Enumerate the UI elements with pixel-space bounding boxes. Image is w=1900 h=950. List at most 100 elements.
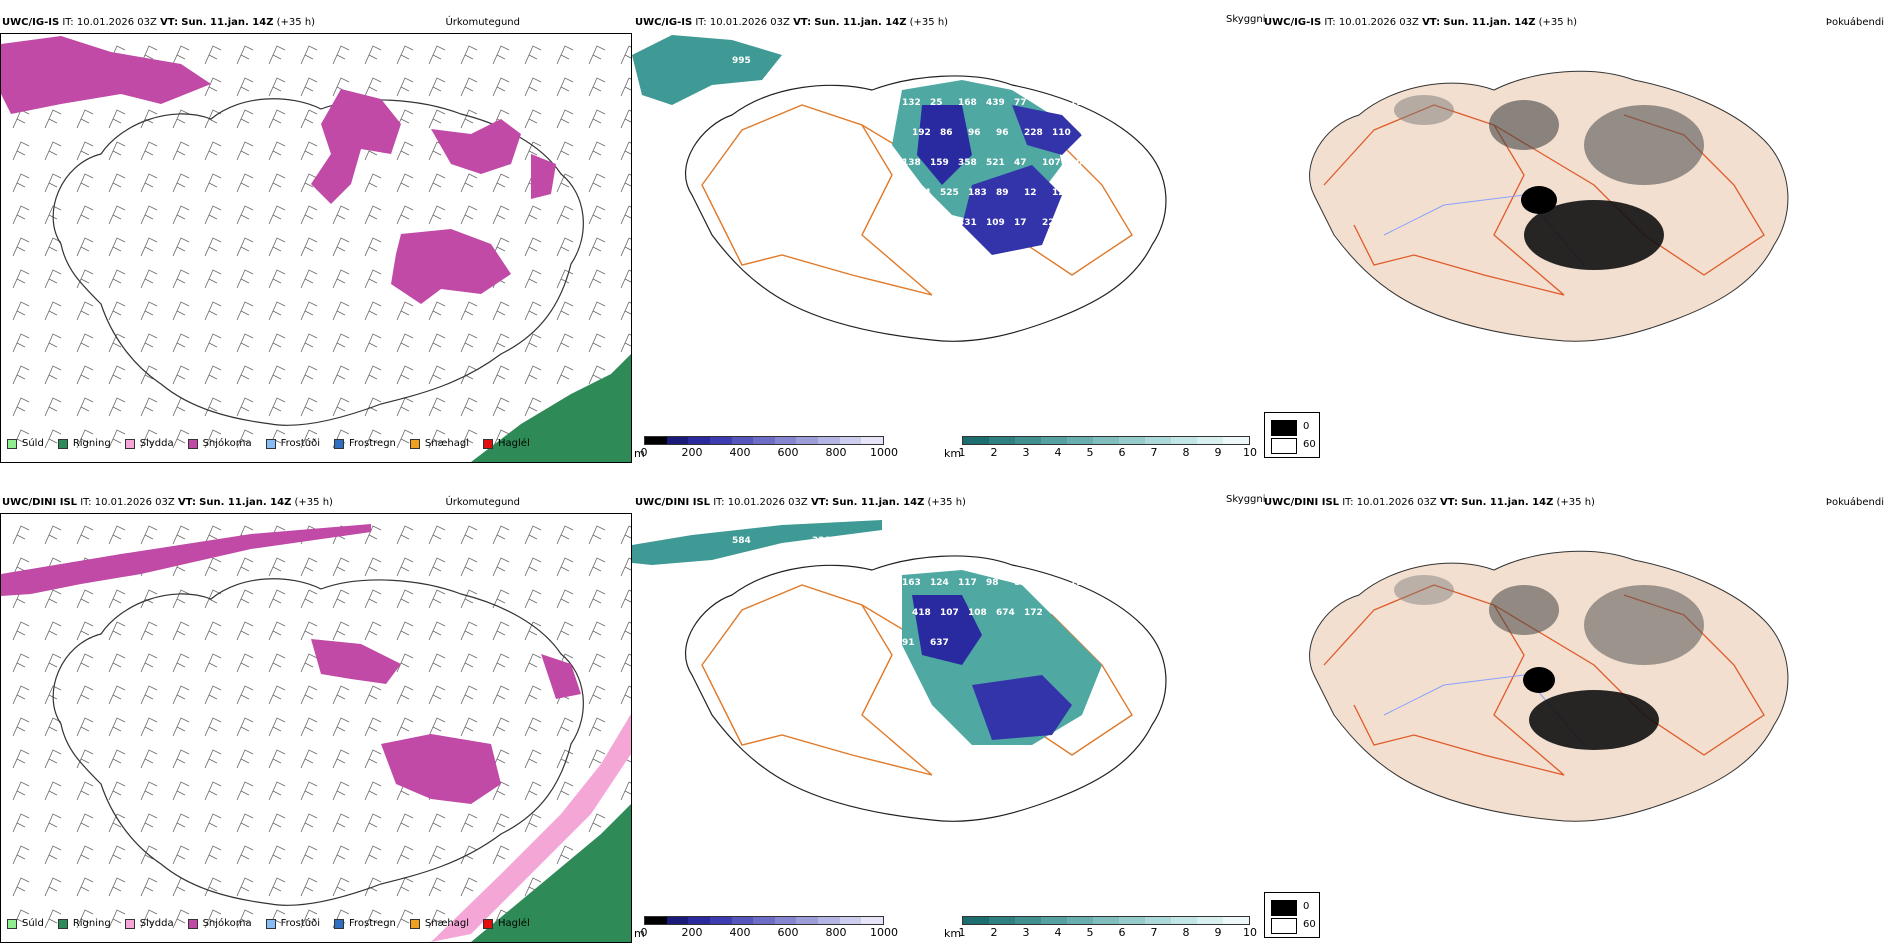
wind-barb [620,781,631,801]
colorbar-tick: 1 [958,446,966,459]
wind-barb [268,717,286,737]
precip-title-1: Úrkomutegund [445,17,520,28]
cloud-base-area-2 [962,165,1062,255]
cloud-base-value: 521 [986,158,1005,168]
colorbar-tick: 200 [681,446,703,459]
wind-barb [44,781,62,801]
wind-barb [172,301,190,321]
wind-barb [332,717,350,737]
precip-header-2: UWC/DINI ISL IT: 10.01.2026 03Z VT: Sun.… [2,497,333,508]
wind-barb [492,45,510,65]
wind-barb [108,109,126,129]
wind-barb [556,781,574,801]
colorbar-segment [774,437,797,444]
wind-barb [300,589,318,609]
cloud-base-value: 418 [912,608,931,618]
wind-barb [76,621,94,641]
cloud-base-area-1 [912,595,982,665]
wind-barb [524,653,542,673]
colorbar-segment [731,917,754,924]
cloud-base-value: 192 [912,128,931,138]
wind-barb [428,109,446,129]
wind-barb [620,77,631,97]
wind-barb [12,397,30,417]
cloud-base-value: 331 [958,218,977,228]
wind-barb [428,429,446,449]
cloud-base-value: 107 [1042,158,1061,168]
colorbar-tick: 6 [1118,446,1126,459]
colorbar-segment [666,437,689,444]
wind-barb [108,205,126,225]
wind-barb [268,781,286,801]
wind-barb [396,685,414,705]
wind-barb [140,909,158,929]
wind-barb [556,365,574,385]
wind-barb [236,237,254,257]
fog-medium-area-1 [1584,105,1704,185]
legend-label: Slydda [139,918,174,929]
wind-barb [620,173,631,193]
fog-medium-area-1 [1584,585,1704,665]
wind-barb [204,141,222,161]
cloud-base-area-3 [1012,105,1082,155]
wind-barb [76,269,94,289]
wind-barb [108,365,126,385]
wind-barb [428,365,446,385]
legend-item: Slydda [124,438,174,449]
wind-barb [588,173,606,193]
wind-barb [300,141,318,161]
wind-barb [556,301,574,321]
wind-barb [396,845,414,865]
wind-barb [364,717,382,737]
snow-band-1 [1,524,371,596]
cloud-base-value: 126 [1080,128,1099,138]
cloud-base-value: 96 [996,128,1009,138]
wind-barb [236,301,254,321]
fog-spot [1523,667,1555,693]
cloud-base-value: 439 [986,98,1005,108]
wind-barb [300,365,318,385]
wind-barb [396,173,414,193]
wind-barb [396,141,414,161]
wind-barb [108,429,126,449]
wind-barb [556,237,574,257]
wind-barb [44,109,62,129]
colorbar-segment [645,917,667,924]
wind-barb [76,909,94,929]
wind-barb [428,909,446,929]
wind-barb [588,749,606,769]
wind-barb [332,45,350,65]
wind-barb [428,845,446,865]
colorbar-segment [818,917,840,924]
wind-barb [556,269,574,289]
wind-barb [44,845,62,865]
legend-label: Rigning [72,438,111,449]
precip-legend-2: Súld Rigning Slydda Snjókoma Frostúði Frostre… [7,918,544,929]
wind-barb [300,749,318,769]
wind-barb [172,429,190,449]
colorbar-tick: 9 [1214,446,1222,459]
wind-barb [428,877,446,897]
legend-item: Haglél [483,438,530,449]
iceland-outline [52,578,584,906]
cloud-base-value: 228 [1042,218,1061,228]
wind-barb [300,45,318,65]
wind-barb [524,717,542,737]
cloud-base-colorbar-2: 0 200 400 600 800 1000 [641,916,898,939]
cloud-header-1: UWC/IG-IS IT: 10.01.2026 03Z VT: Sun. 11… [635,17,949,28]
wind-barb [172,621,190,641]
wind-barb [268,397,286,417]
precip-map-svg-1 [1,36,631,462]
fog-medium-area-2 [1489,585,1559,635]
wind-barb [396,909,414,929]
wind-barb [236,685,254,705]
wind-barb [492,781,510,801]
wind-barb [12,333,30,353]
wind-barb [236,365,254,385]
wind-barb [620,525,631,545]
wind-barb [44,813,62,833]
wind-barb [556,77,574,97]
cloud-base-value: 168 [1052,608,1071,618]
wind-barb [12,205,30,225]
wind-barb [108,397,126,417]
